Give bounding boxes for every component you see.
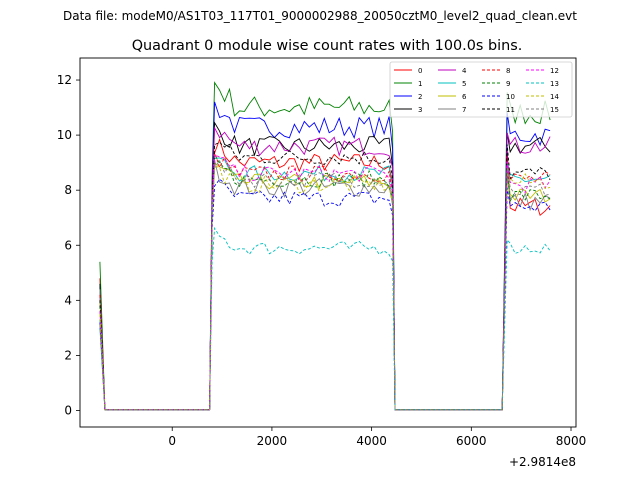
legend-label-5: 5: [462, 80, 466, 88]
x-tick-label: 2000: [257, 434, 288, 448]
x-tick-label: 0: [168, 434, 176, 448]
series-line-2: [99, 101, 551, 411]
legend-frame: [389, 61, 573, 118]
series-line-9: [99, 153, 551, 411]
plot-area: [99, 81, 551, 411]
series-line-8: [99, 151, 551, 411]
legend-label-9: 9: [506, 80, 510, 88]
y-tick-label: 0: [64, 403, 72, 417]
legend-label-0: 0: [418, 67, 422, 75]
series-line-5: [99, 157, 551, 411]
legend-label-7: 7: [462, 106, 466, 114]
legend-label-12: 12: [550, 67, 559, 75]
series-line-7: [99, 159, 551, 411]
legend-label-4: 4: [462, 67, 467, 75]
legend-label-3: 3: [418, 106, 422, 114]
series-line-15: [99, 159, 551, 411]
legend-label-13: 13: [550, 80, 559, 88]
x-tick-label: 4000: [356, 434, 387, 448]
y-tick-label: 2: [64, 348, 72, 362]
series-line-12: [99, 154, 551, 411]
y-tick-label: 6: [64, 238, 72, 252]
legend-label-10: 10: [506, 93, 515, 101]
x-offset-text: +2.9814e8: [509, 455, 576, 469]
series-line-10: [99, 178, 551, 411]
figure-suptitle: Data file: modeM0/AS1T03_117T01_90000029…: [63, 9, 577, 23]
legend-label-14: 14: [550, 93, 559, 101]
x-tick-label: 6000: [456, 434, 487, 448]
legend-label-1: 1: [418, 80, 422, 88]
y-tick-label: 4: [64, 293, 72, 307]
series-line-4: [99, 126, 551, 411]
axes-frame: [79, 57, 577, 428]
series-line-3: [99, 121, 551, 411]
series-line-6: [99, 161, 551, 411]
legend-label-6: 6: [462, 93, 467, 101]
legend-label-15: 15: [550, 106, 559, 114]
legend-label-8: 8: [506, 67, 510, 75]
y-tick-label: 10: [57, 128, 72, 142]
series-line-11: [99, 141, 551, 411]
series-line-1: [99, 81, 551, 411]
legend-label-11: 11: [506, 106, 515, 114]
y-tick-label: 12: [57, 73, 72, 87]
y-tick-label: 8: [64, 183, 72, 197]
series-line-14: [99, 165, 551, 411]
x-tick-label: 8000: [556, 434, 587, 448]
chart-title: Quadrant 0 module wise count rates with …: [132, 38, 523, 54]
series-line-13: [99, 226, 551, 411]
legend-label-2: 2: [418, 93, 422, 101]
